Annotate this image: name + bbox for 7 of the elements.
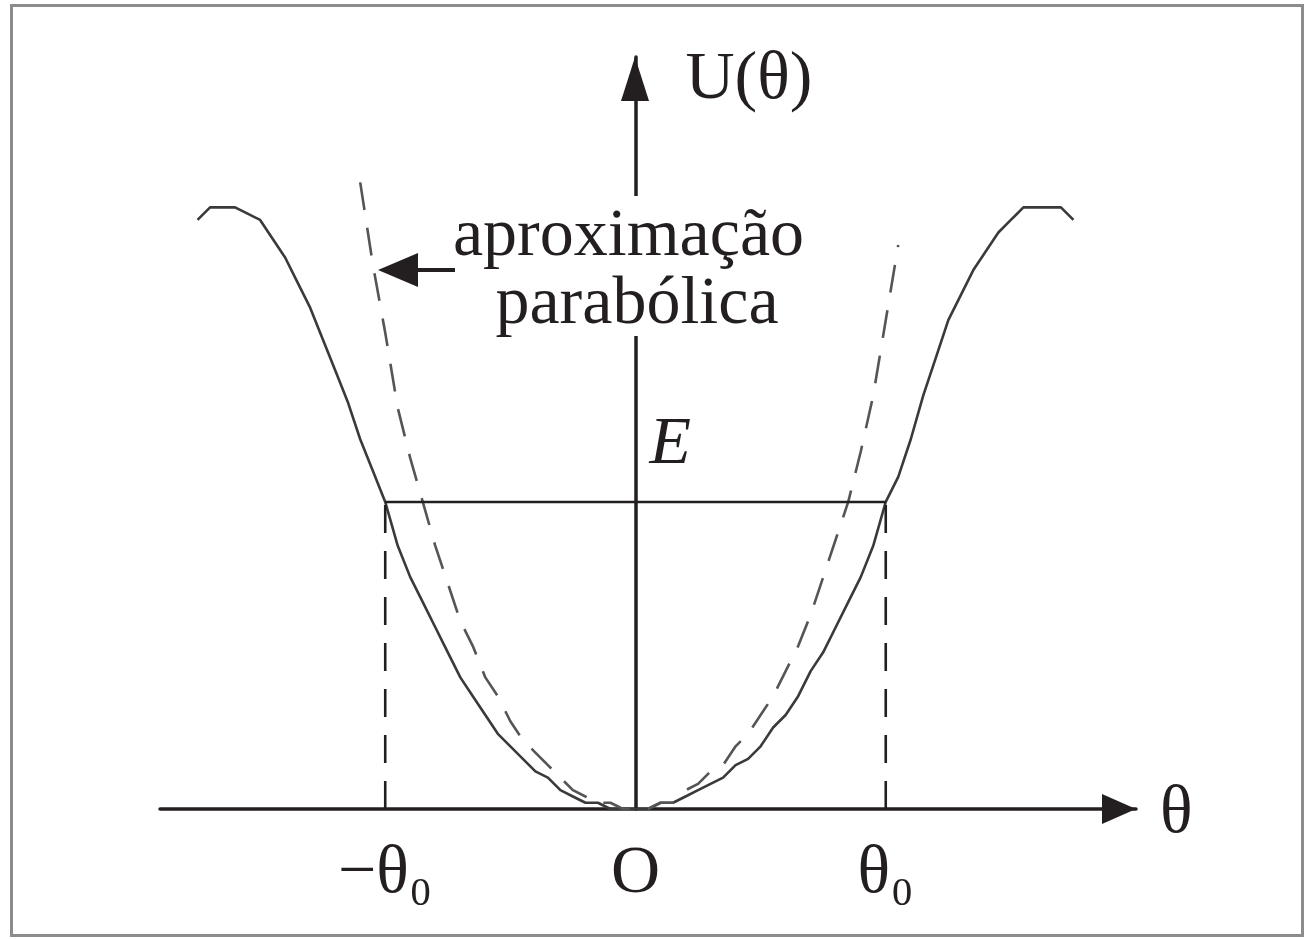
- series-label: E: [648, 401, 692, 478]
- x-axis-title: θ: [1160, 771, 1193, 847]
- y-axis-title: U(θ): [685, 37, 813, 113]
- x-tick-label: O: [610, 831, 661, 907]
- x-tick-label: −θ₀: [337, 831, 433, 907]
- annotation: aproximação parabólica: [452, 194, 822, 338]
- x-tick-label: θ₀: [857, 831, 914, 907]
